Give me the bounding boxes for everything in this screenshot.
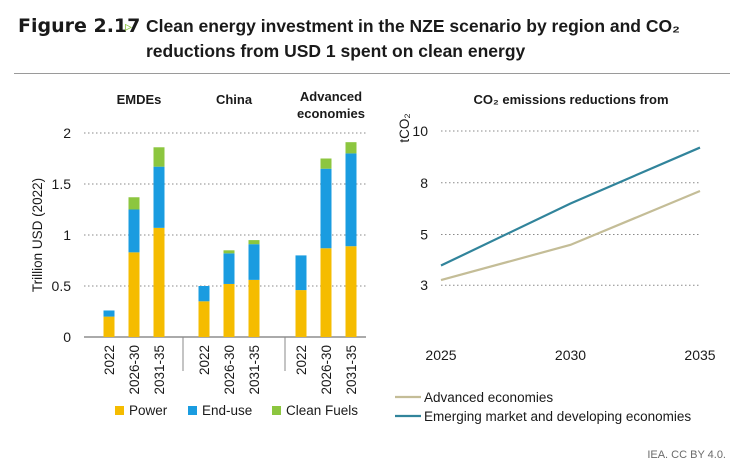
bar-power-0-1	[128, 252, 140, 337]
legend-swatch-enduse	[188, 406, 197, 415]
line-x-tick-label: 2025	[425, 347, 456, 363]
bar-y-tick-label: 0.5	[52, 278, 72, 294]
bar-cleanfuels-2-1	[320, 158, 332, 169]
line-x-tick-label: 2035	[684, 347, 715, 363]
legend-label-advanced: Advanced economies	[424, 390, 553, 405]
bar-power-1-0	[198, 301, 210, 337]
bar-y-tick-label: 2	[63, 125, 71, 141]
bar-power-1-2	[248, 279, 260, 337]
bar-enduse-0-0	[103, 310, 115, 317]
bar-enduse-1-0	[198, 286, 210, 302]
bar-power-1-1	[223, 283, 235, 337]
credit-text: IEA. CC BY 4.0.	[647, 449, 726, 461]
legend-label-cleanfuels: Clean Fuels	[286, 403, 358, 418]
line-chart-title: CO₂ emissions reductions from	[473, 92, 668, 107]
bar-x-tick-label: 2026-30	[319, 345, 334, 395]
bar-power-2-0	[295, 290, 307, 337]
bar-power-2-1	[320, 248, 332, 337]
bar-enduse-1-1	[223, 253, 235, 284]
bar-y-tick-label: 1.5	[52, 176, 72, 192]
line-x-tick-label: 2030	[555, 347, 586, 363]
line-y-tick-label: 8	[420, 175, 428, 191]
bar-power-0-0	[103, 316, 115, 337]
figure-title: Clean energy investment in the NZE scena…	[146, 16, 680, 61]
bar-power-0-2	[153, 227, 165, 337]
bar-power-2-2	[345, 246, 357, 337]
bar-x-tick-label: 2022	[197, 345, 212, 375]
bar-x-tick-label: 2022	[294, 345, 309, 375]
group-header: China	[216, 92, 253, 107]
bar-cleanfuels-1-1	[223, 250, 235, 254]
line-y-tick-label: 5	[420, 227, 428, 243]
line-series-emde	[440, 146, 701, 267]
bar-cleanfuels-0-1	[128, 197, 140, 210]
figure-arrow-icon: ▹	[125, 18, 133, 34]
bar-enduse-2-0	[295, 255, 307, 291]
bar-enduse-1-2	[248, 244, 260, 280]
group-header: EMDEs	[117, 92, 162, 107]
legend-label-enduse: End-use	[202, 403, 252, 418]
figure-title-block: Figure 2.17 ▹ Clean energy investment in…	[14, 10, 730, 72]
bar-x-tick-label: 2031-35	[344, 345, 359, 395]
bar-y-tick-label: 1	[63, 227, 71, 243]
line-series-advanced	[440, 190, 701, 282]
legend-swatch-cleanfuels	[272, 406, 281, 415]
bar-x-tick-label: 2026-30	[222, 345, 237, 395]
line-y-axis-label: tCO₂	[397, 113, 412, 142]
line-y-tick-label: 3	[420, 277, 428, 293]
bar-cleanfuels-0-2	[153, 147, 165, 167]
figure-label: Figure 2.17	[18, 15, 141, 37]
title-divider	[14, 73, 730, 74]
bar-enduse-2-2	[345, 153, 357, 247]
bar-cleanfuels-2-2	[345, 142, 357, 154]
legend-label-emde: Emerging market and developing economies	[424, 409, 691, 424]
legend-label-power: Power	[129, 403, 168, 418]
bar-x-tick-label: 2026-30	[127, 345, 142, 395]
bar-enduse-2-1	[320, 168, 332, 249]
bar-x-tick-label: 2031-35	[247, 345, 262, 395]
bar-enduse-0-2	[153, 166, 165, 228]
bar-y-axis-label: Trillion USD (2022)	[30, 178, 45, 292]
legend-swatch-power	[115, 406, 124, 415]
group-header: Advanced economies	[297, 89, 365, 121]
bar-cleanfuels-1-2	[248, 240, 260, 245]
bar-x-tick-label: 2031-35	[152, 345, 167, 395]
bar-x-tick-label: 2022	[102, 345, 117, 375]
bar-enduse-0-1	[128, 209, 140, 253]
bar-y-tick-label: 0	[63, 329, 71, 345]
line-y-tick-label: 10	[412, 123, 428, 139]
